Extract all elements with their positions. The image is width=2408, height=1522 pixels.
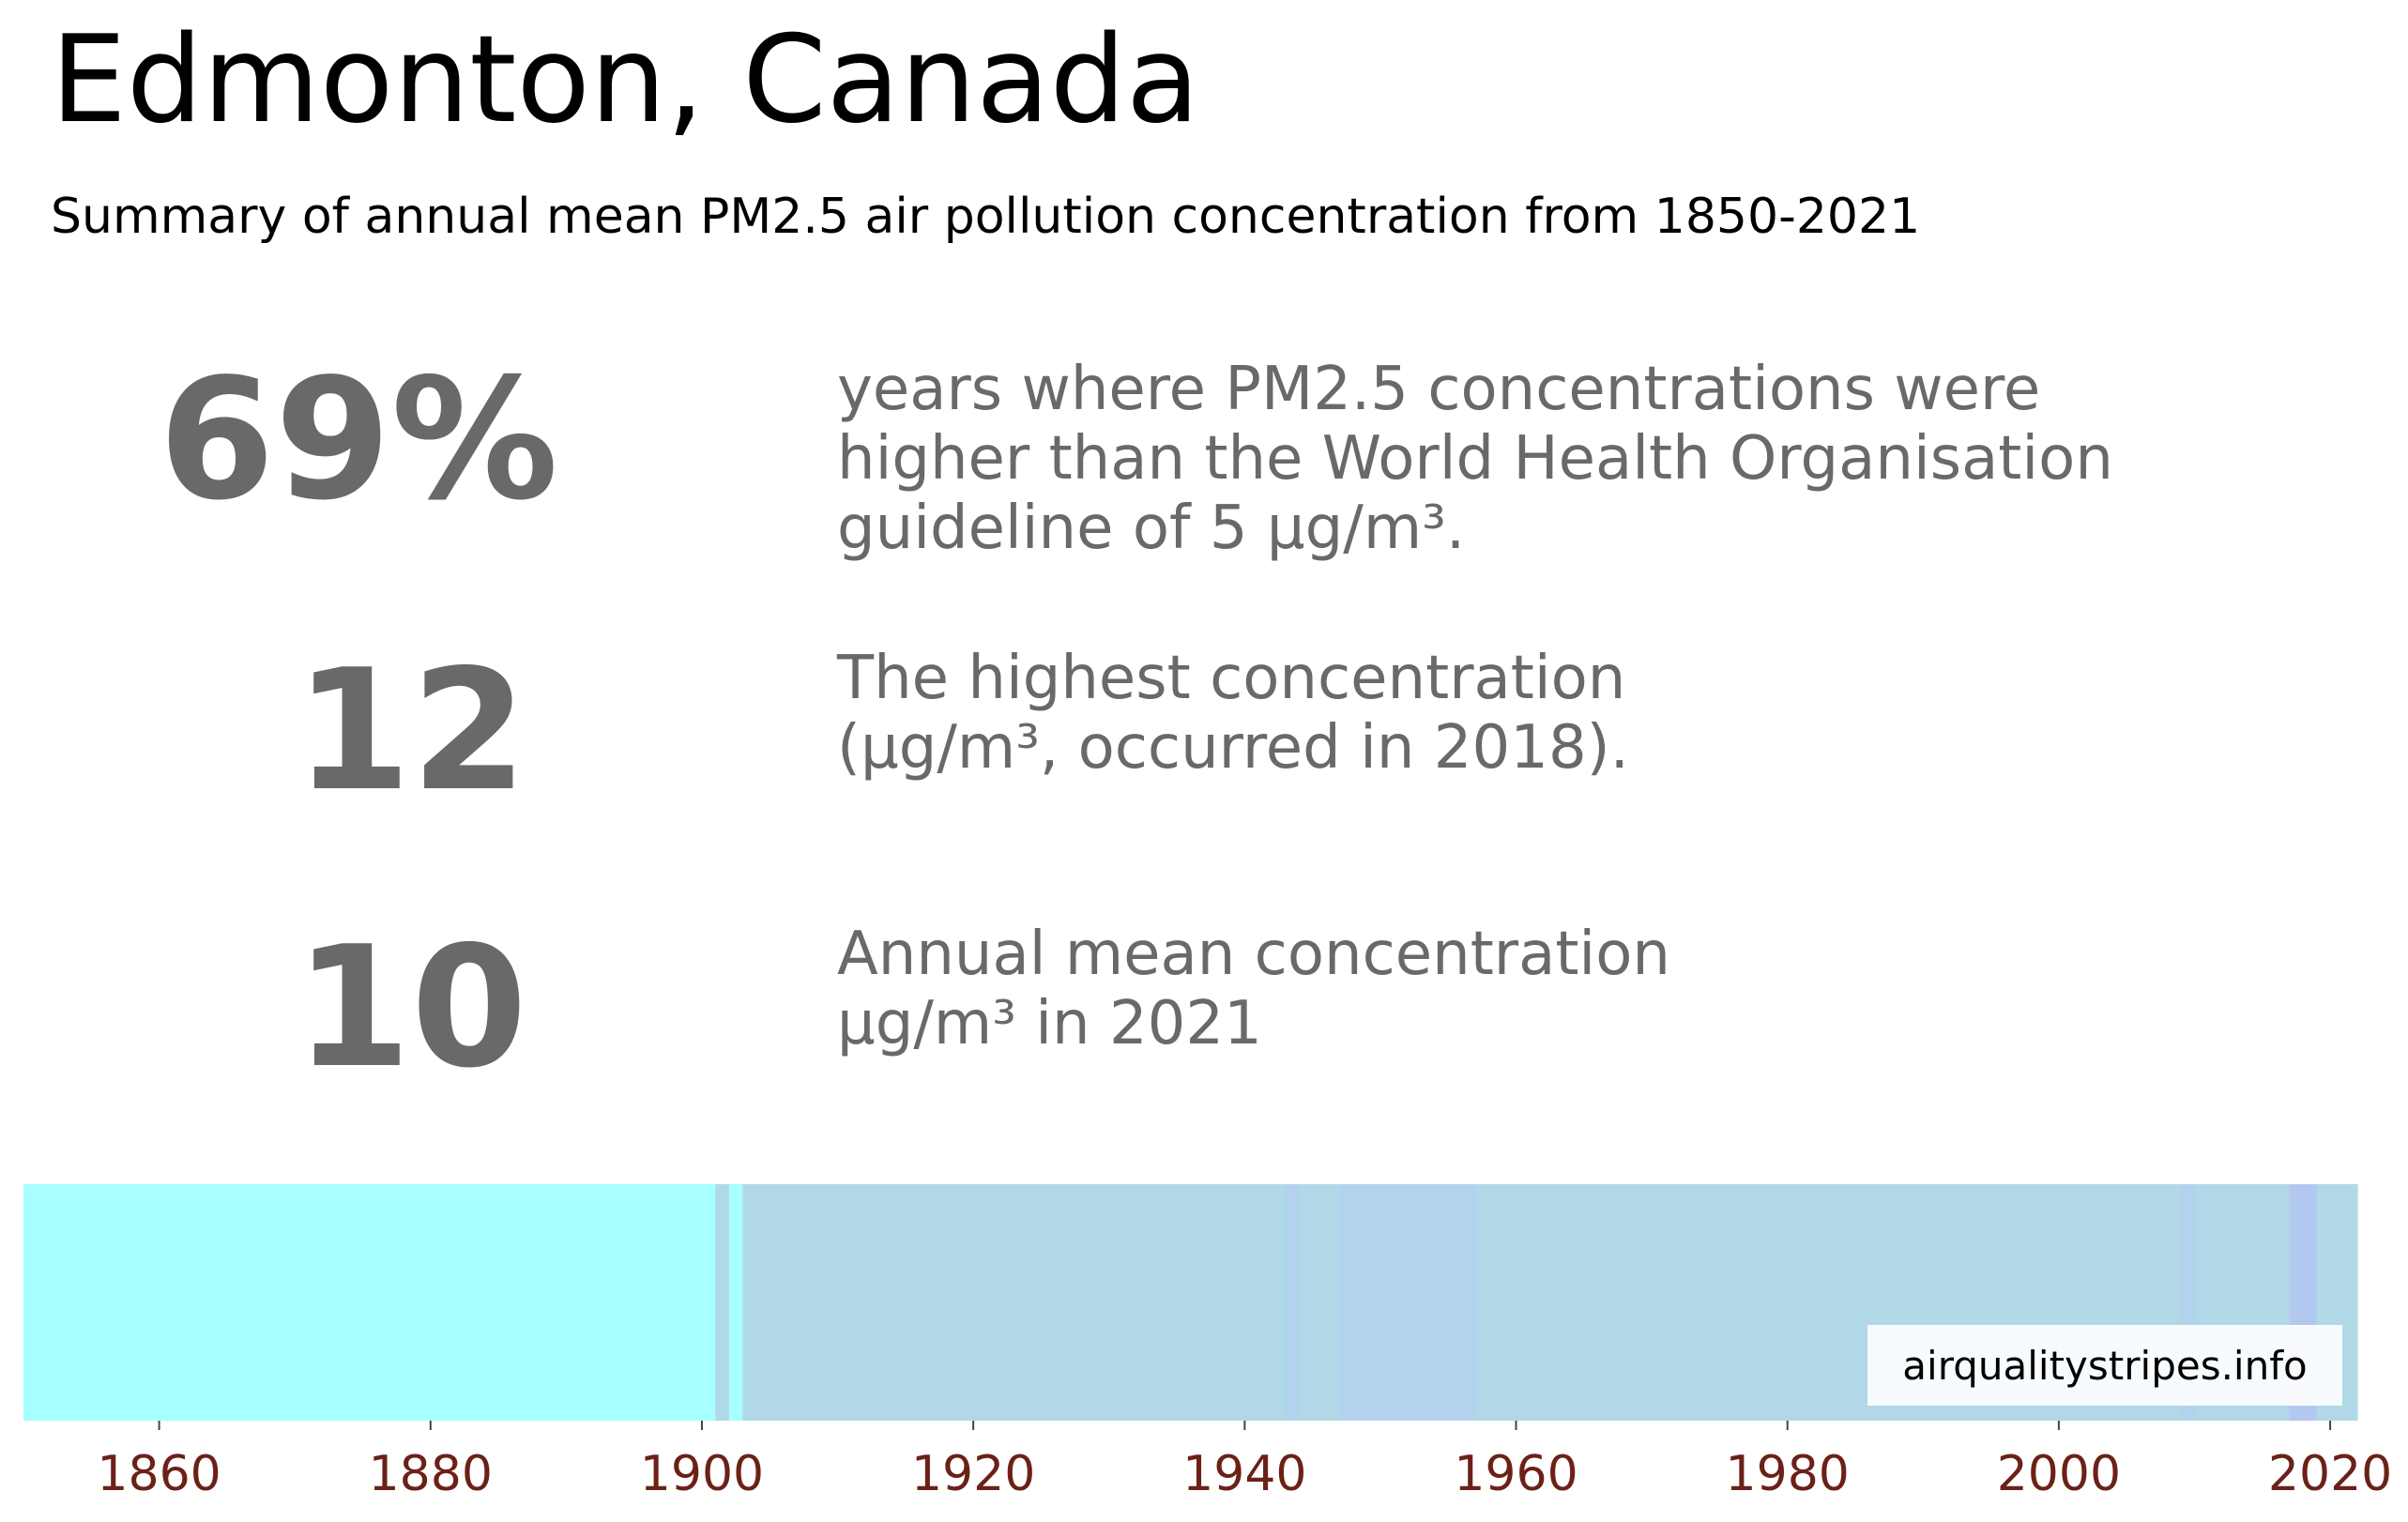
page-title: Edmonton, Canada <box>51 10 1200 150</box>
stat-description-line: higher than the World Health Organisatio… <box>837 424 2113 494</box>
stat-description-line: µg/m³ in 2021 <box>837 989 1262 1058</box>
stripe-1850 <box>23 1184 717 1421</box>
stat-description: Annual mean concentration µg/m³ in 2021 <box>837 920 1670 1058</box>
stripe-1944 <box>1299 1184 1341 1421</box>
stripe-1902 <box>728 1184 743 1421</box>
stripe-1947 <box>1339 1184 1476 1421</box>
x-tick-label: 1960 <box>1454 1446 1577 1502</box>
x-tick-label: 1920 <box>911 1446 1035 1502</box>
watermark-box <box>1867 1325 2342 1406</box>
stat-description-line: The highest concentration <box>837 644 1626 713</box>
stripe-1901 <box>715 1184 730 1421</box>
stat-description: years where PM2.5 concentrations were hi… <box>837 355 2113 563</box>
x-tick-label: 1900 <box>640 1446 764 1502</box>
x-tick-label: 1880 <box>369 1446 493 1502</box>
stat-description-line: (µg/m³, occurred in 2018). <box>837 713 1629 783</box>
stat-description-line: years where PM2.5 concentrations were <box>837 355 2041 424</box>
x-tick-label: 1980 <box>1726 1446 1850 1502</box>
stat-description-line: guideline of 5 µg/m³. <box>837 494 1466 563</box>
stat-description-line: Annual mean concentration <box>837 920 1670 989</box>
stat-value: 12 <box>295 633 527 828</box>
x-tick-label: 1940 <box>1182 1446 1306 1502</box>
watermark-label[interactable]: airqualitystripes.info <box>1902 1343 2307 1389</box>
page-subtitle: Summary of annual mean PM2.5 air polluti… <box>51 189 1921 245</box>
x-tick-label: 1860 <box>97 1446 221 1502</box>
stat-value: 10 <box>295 910 527 1104</box>
stripe-1903 <box>742 1184 1287 1421</box>
x-tick-label: 2000 <box>1997 1446 2121 1502</box>
stat-value: 69% <box>158 342 559 537</box>
stat-description: The highest concentration (µg/m³, occurr… <box>837 644 1629 783</box>
stripe-1943 <box>1285 1184 1300 1421</box>
x-tick-label: 2020 <box>2268 1446 2392 1502</box>
